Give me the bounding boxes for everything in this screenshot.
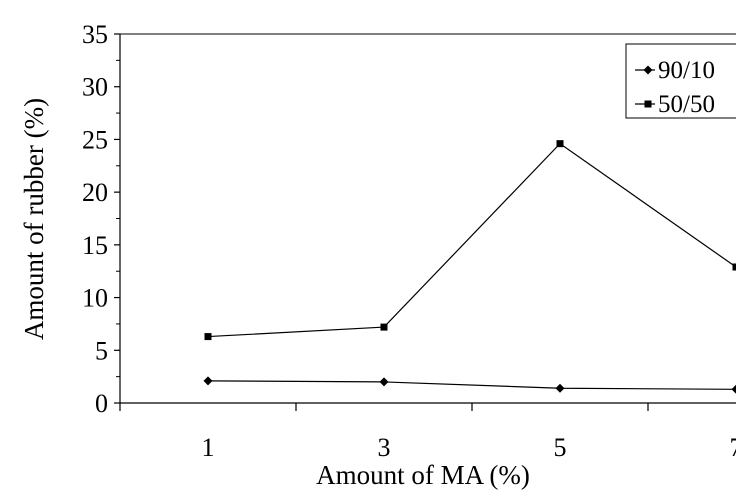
legend-marker [644,100,652,108]
x-ticks: 1 3 5 7 [119,403,736,462]
data-point [204,333,212,341]
y-ticks: 0 5 10 15 20 25 30 35 [82,20,120,418]
legend-label: 50/50 [658,91,715,118]
data-point [380,323,388,331]
legend: 90/10 50/50 [625,43,736,119]
y-tick-label: 25 [82,125,108,154]
x-tick-label: 1 [202,433,215,462]
series-line-1 [207,142,736,338]
data-point [203,376,213,386]
y-tick-label: 0 [95,389,108,418]
y-tick-label: 5 [95,336,108,365]
x-tick-label: 5 [554,433,567,462]
x-tick-label: 7 [730,433,736,462]
data-point [556,140,564,148]
y-axis-label: Amount of rubber (%) [19,98,49,340]
data-point [732,263,736,271]
y-tick-label: 10 [82,284,108,313]
y-tick-label: 20 [82,178,108,207]
legend-box [625,43,736,119]
series-line-0 [207,380,736,390]
legend-label: 90/10 [658,57,715,84]
y-tick-label: 30 [82,73,108,102]
data-point [731,384,736,394]
series-layer [203,140,736,394]
y-tick-label: 35 [82,20,108,49]
data-point [379,377,389,387]
legend-marker [643,65,653,75]
x-tick-label: 3 [378,433,391,462]
data-point [555,383,565,393]
y-tick-label: 15 [82,231,108,260]
x-axis-label: Amount of MA (%) [316,460,530,490]
